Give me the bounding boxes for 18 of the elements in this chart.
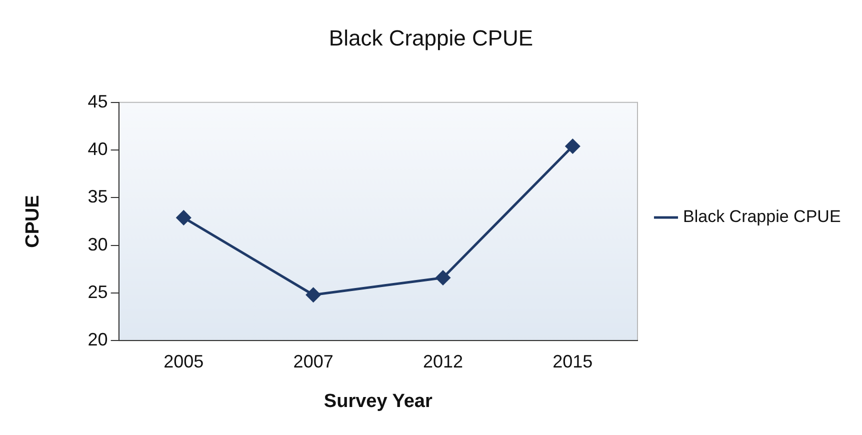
y-tick-label: 30 <box>88 234 108 254</box>
chart-title: Black Crappie CPUE <box>328 25 534 50</box>
y-tick-label: 45 <box>88 91 108 112</box>
x-axis-title: Survey Year <box>324 390 433 412</box>
y-axis-title: CPUE <box>22 195 44 248</box>
point <box>436 270 450 285</box>
point <box>306 288 321 302</box>
y-tick-label: 40 <box>88 139 108 160</box>
x-tick-label: 2012 <box>422 351 464 372</box>
point <box>176 210 191 225</box>
legend-label: Black Crappie CPUE <box>683 207 841 226</box>
point <box>565 138 580 154</box>
y-tick-label: 20 <box>88 330 108 350</box>
x-tick-label: 2007 <box>293 351 334 372</box>
y-tick-label: 35 <box>88 186 108 207</box>
y-tick-label: 25 <box>88 282 108 302</box>
x-tick-label: 2005 <box>164 351 204 372</box>
x-tick-label: 2015 <box>552 351 593 372</box>
